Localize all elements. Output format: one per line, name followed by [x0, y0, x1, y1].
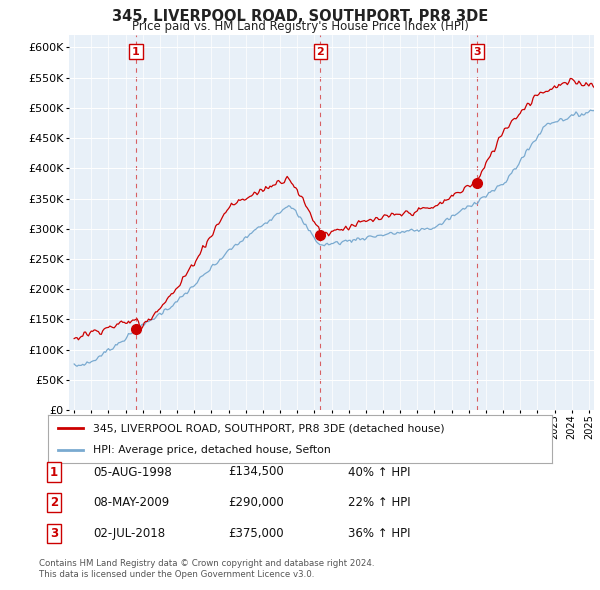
Text: 345, LIVERPOOL ROAD, SOUTHPORT, PR8 3DE: 345, LIVERPOOL ROAD, SOUTHPORT, PR8 3DE — [112, 9, 488, 24]
Text: 2: 2 — [316, 47, 324, 57]
Text: 08-MAY-2009: 08-MAY-2009 — [93, 496, 169, 509]
Text: £290,000: £290,000 — [228, 496, 284, 509]
Text: This data is licensed under the Open Government Licence v3.0.: This data is licensed under the Open Gov… — [39, 571, 314, 579]
Text: 02-JUL-2018: 02-JUL-2018 — [93, 527, 165, 540]
Text: 36% ↑ HPI: 36% ↑ HPI — [348, 527, 410, 540]
Text: Contains HM Land Registry data © Crown copyright and database right 2024.: Contains HM Land Registry data © Crown c… — [39, 559, 374, 568]
Text: 22% ↑ HPI: 22% ↑ HPI — [348, 496, 410, 509]
Text: 345, LIVERPOOL ROAD, SOUTHPORT, PR8 3DE (detached house): 345, LIVERPOOL ROAD, SOUTHPORT, PR8 3DE … — [94, 423, 445, 433]
Text: HPI: Average price, detached house, Sefton: HPI: Average price, detached house, Seft… — [94, 445, 331, 455]
Text: 40% ↑ HPI: 40% ↑ HPI — [348, 466, 410, 478]
Text: 1: 1 — [132, 47, 140, 57]
Text: Price paid vs. HM Land Registry's House Price Index (HPI): Price paid vs. HM Land Registry's House … — [131, 20, 469, 33]
Text: 05-AUG-1998: 05-AUG-1998 — [93, 466, 172, 478]
Text: £375,000: £375,000 — [228, 527, 284, 540]
Text: £134,500: £134,500 — [228, 466, 284, 478]
Text: 3: 3 — [473, 47, 481, 57]
Text: 3: 3 — [50, 527, 58, 540]
Text: 2: 2 — [50, 496, 58, 509]
Text: 1: 1 — [50, 466, 58, 478]
